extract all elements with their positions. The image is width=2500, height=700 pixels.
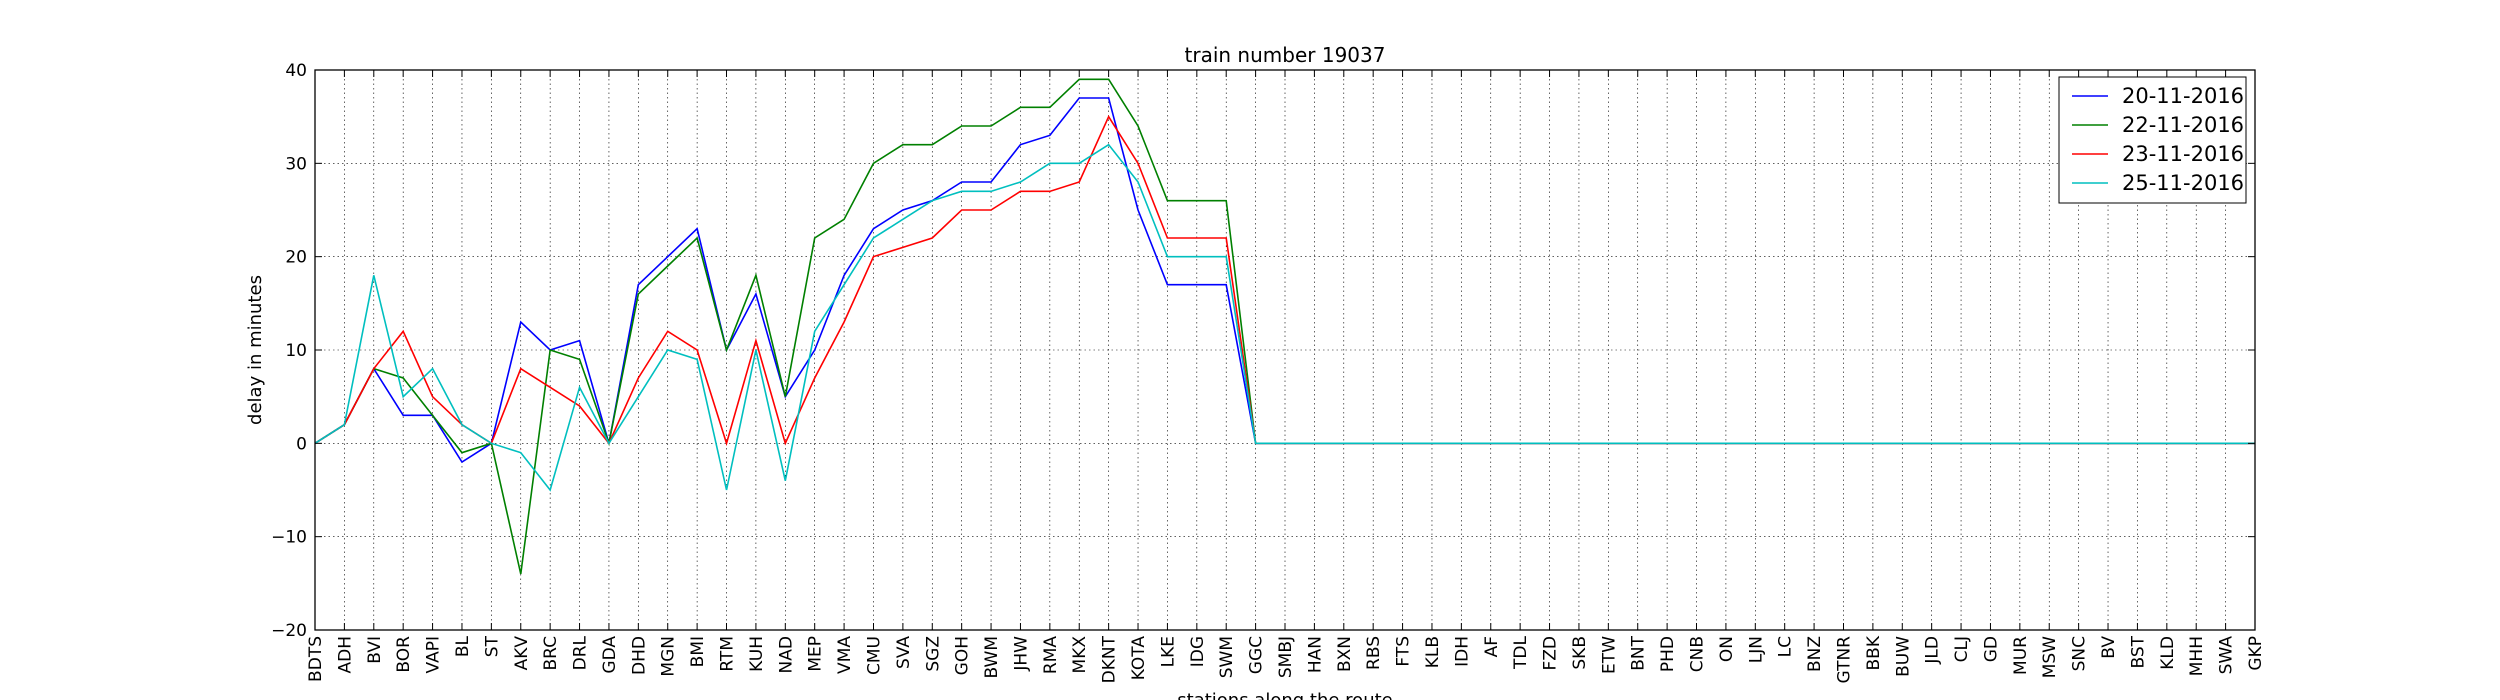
x-tick-label: GDA xyxy=(600,636,620,674)
x-tick-label: SNC xyxy=(2070,636,2090,671)
x-tick-label: CNB xyxy=(1688,636,1708,672)
x-tick-label: NAD xyxy=(776,636,796,673)
x-tick-label: BUW xyxy=(1893,636,1913,677)
x-tick-label: AKV xyxy=(512,636,532,671)
x-tick-label: MUR xyxy=(2011,636,2031,675)
x-tick-label: BNT xyxy=(1629,635,1649,670)
x-tick-label: KOTA xyxy=(1129,636,1149,681)
legend-label: 22-11-2016 xyxy=(2122,113,2244,137)
x-tick-label: MKX xyxy=(1070,636,1090,674)
x-tick-label: BDTS xyxy=(306,636,326,682)
x-tick-label: TDL xyxy=(1511,635,1531,669)
legend-label: 20-11-2016 xyxy=(2122,84,2244,108)
x-axis-title: stations along the route xyxy=(1177,690,1392,700)
x-tick-label: GKP xyxy=(2246,636,2266,671)
y-tick-label: 30 xyxy=(285,154,307,174)
y-tick-label: 40 xyxy=(285,61,307,81)
x-tick-label: IDH xyxy=(1452,636,1472,667)
x-tick-label: BNZ xyxy=(1805,636,1825,672)
x-tick-label: SMBJ xyxy=(1276,636,1296,678)
x-tick-label: FZD xyxy=(1541,636,1561,671)
x-tick-label: BMI xyxy=(688,636,708,667)
x-tick-label: SKB xyxy=(1570,636,1590,670)
x-tick-label: BWM xyxy=(982,636,1002,679)
x-axis-ticks: BDTS ADH BVI BOR VAPI BL ST AKV BRC DRL GDA DHD MGN B… xyxy=(306,70,2266,683)
x-tick-label: RBS xyxy=(1364,636,1384,670)
legend-label: 23-11-2016 xyxy=(2122,142,2244,166)
x-tick-label: BRC xyxy=(541,636,561,671)
x-tick-label: SVA xyxy=(894,636,914,669)
x-tick-label: VMA xyxy=(835,636,855,674)
x-tick-label: GTNR xyxy=(1834,636,1854,684)
x-tick-label: BVI xyxy=(365,636,385,664)
legend: 20-11-2016 22-11-2016 23-11-2016 25-11-2016 xyxy=(2058,76,2247,204)
x-tick-label: MEP xyxy=(806,636,826,672)
x-tick-label: GOH xyxy=(953,636,973,675)
x-tick-label: BST xyxy=(2128,635,2148,668)
x-tick-label: GD xyxy=(1981,636,2001,662)
x-tick-label: DRL xyxy=(571,635,591,670)
x-tick-label: HAN xyxy=(1305,636,1325,673)
x-tick-label: SWA xyxy=(2217,636,2237,675)
y-tick-label: 20 xyxy=(285,248,307,268)
x-tick-label: KLB xyxy=(1423,636,1443,668)
x-tick-label: SGZ xyxy=(923,636,943,672)
legend-box xyxy=(2058,76,2247,204)
x-tick-label: ON xyxy=(1717,636,1737,662)
x-tick-label: SWM xyxy=(1217,636,1237,678)
x-tick-label: LJN xyxy=(1746,636,1766,663)
x-tick-label: CLJ xyxy=(1952,636,1972,662)
x-tick-label: DKNT xyxy=(1100,635,1120,683)
x-tick-label: BXN xyxy=(1335,636,1355,672)
y-tick-label: 10 xyxy=(285,341,307,361)
x-tick-label: BV xyxy=(2099,636,2119,659)
series-lines xyxy=(314,78,2255,575)
x-tick-label: LC xyxy=(1776,636,1796,657)
x-tick-label: KUH xyxy=(747,636,767,672)
x-tick-label: ETW xyxy=(1599,636,1619,674)
x-tick-label: RTM xyxy=(718,636,738,672)
x-tick-label: MSW xyxy=(2040,636,2060,678)
series-line-4 xyxy=(314,143,2255,492)
x-tick-label: BL xyxy=(453,635,473,657)
y-tick-label: −20 xyxy=(271,621,307,641)
legend-items: 20-11-2016 22-11-2016 23-11-2016 25-11-2016 xyxy=(2072,84,2244,195)
x-tick-label: GGC xyxy=(1247,636,1267,674)
x-tick-label: IDG xyxy=(1188,636,1208,667)
x-tick-label: FTS xyxy=(1394,636,1414,667)
grid xyxy=(315,70,2255,630)
x-tick-label: ST xyxy=(482,635,502,657)
x-tick-label: MGN xyxy=(659,636,679,677)
y-axis-title: delay in minutes xyxy=(245,275,266,425)
x-tick-label: BBK xyxy=(1864,635,1884,670)
x-tick-label: VAPI xyxy=(424,636,444,673)
x-tick-label: ADH xyxy=(335,636,355,674)
x-tick-label: KLD xyxy=(2158,636,2178,670)
x-tick-label: CMU xyxy=(864,636,884,675)
legend-label: 25-11-2016 xyxy=(2122,171,2244,195)
x-tick-label: RMA xyxy=(1041,636,1061,674)
x-tick-label: BOR xyxy=(394,636,414,673)
chart-title: train number 19037 xyxy=(1185,43,1386,67)
y-tick-label: 0 xyxy=(296,434,307,454)
y-tick-label: −10 xyxy=(271,528,307,548)
x-tick-label: DHD xyxy=(629,636,649,675)
x-tick-label: LKE xyxy=(1158,636,1178,667)
x-tick-label: JHW xyxy=(1011,636,1031,672)
x-tick-label: MHH xyxy=(2187,636,2207,676)
x-tick-label: AF xyxy=(1482,636,1502,657)
x-tick-label: PHD xyxy=(1658,636,1678,672)
x-tick-label: JLD xyxy=(1923,636,1943,665)
series-line-1 xyxy=(314,97,2255,464)
y-axis-ticks: −20 −10 0 10 20 30 40 xyxy=(271,61,2255,641)
